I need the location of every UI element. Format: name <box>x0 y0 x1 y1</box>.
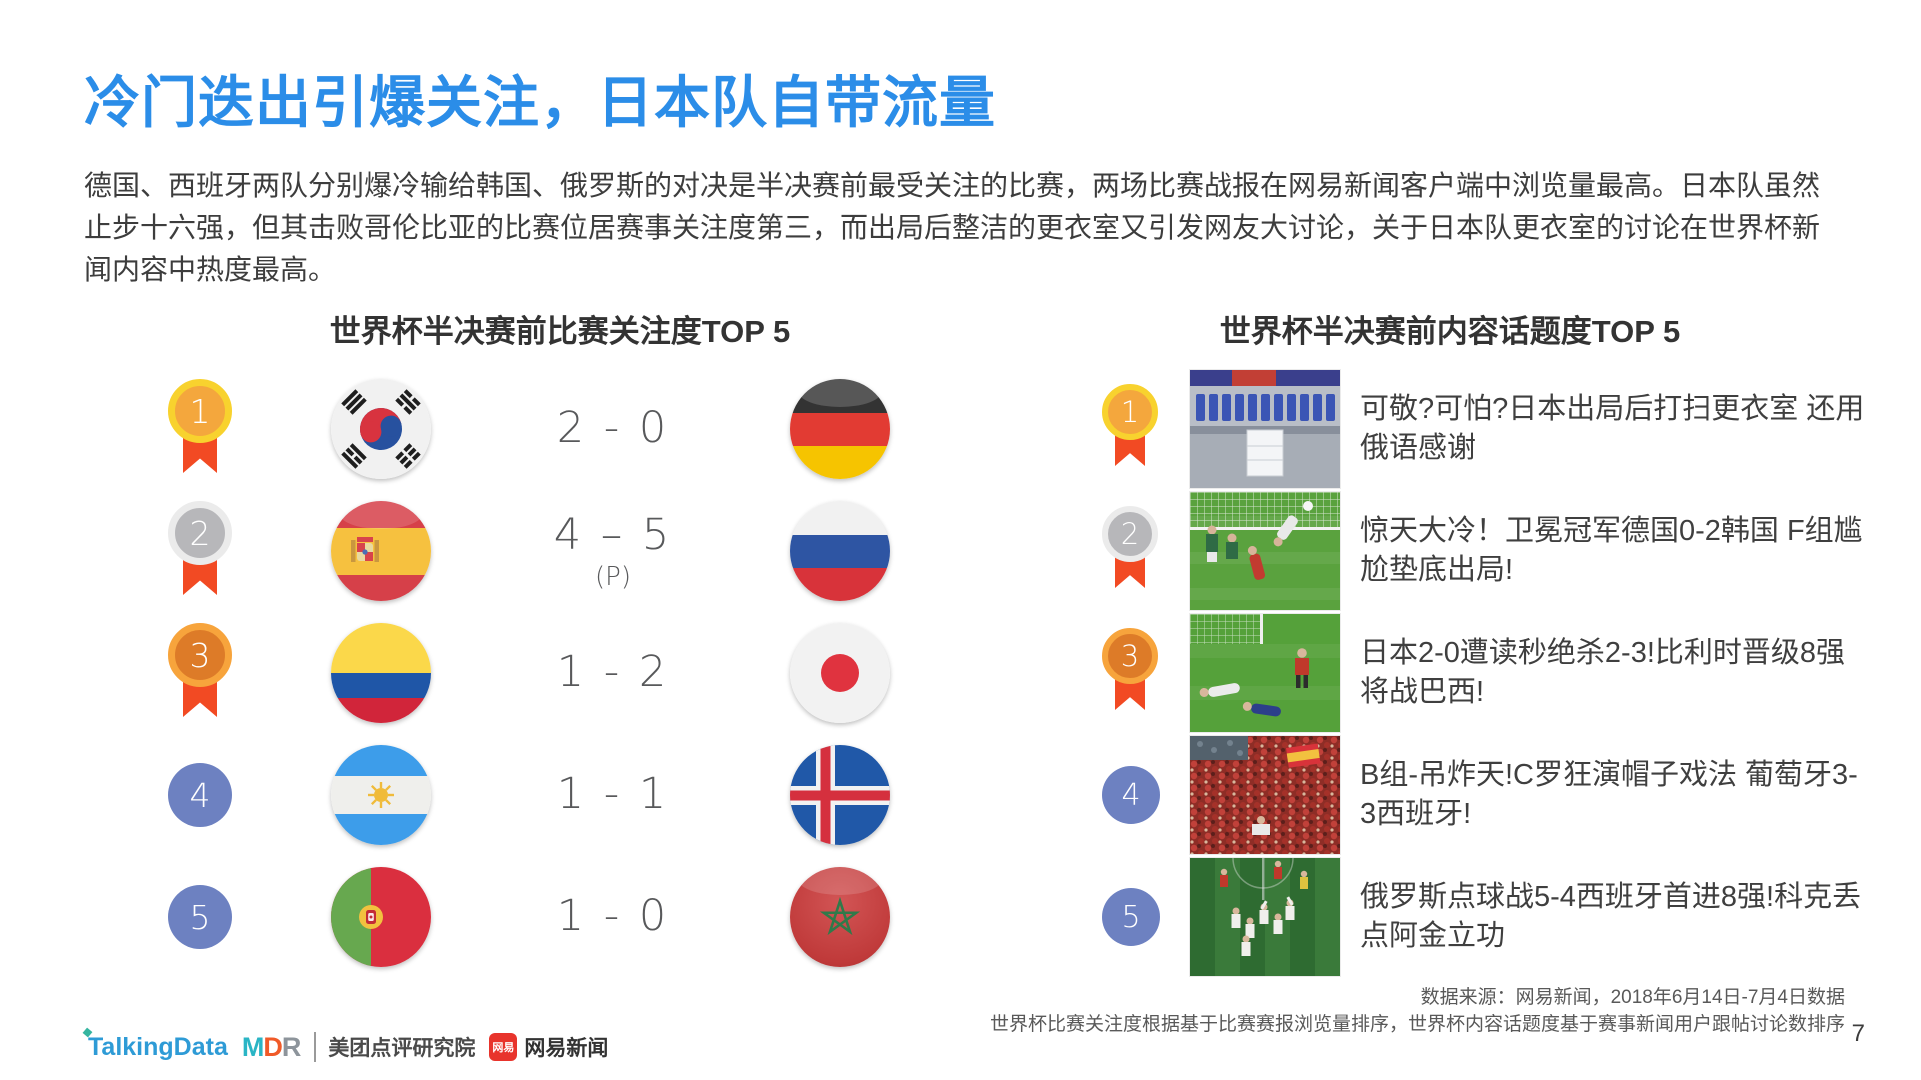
match-score: 1 - 2 <box>556 647 670 697</box>
bronze-medal-icon: 3 <box>1102 628 1158 718</box>
news-title: 日本2-0遭读秒绝杀2-3!比利时晋级8强将战巴西! <box>1360 637 1846 708</box>
bronze-medal-icon: 3 <box>168 623 232 723</box>
score-block: 1 - 2 <box>557 647 670 699</box>
data-source-note: 数据来源：网易新闻，2018年6月14日-7月4日数据 世界杯比赛关注度根据基于… <box>990 984 1845 1038</box>
score-block: 1 - 1 <box>557 769 670 821</box>
match-row-4: 4 <box>132 734 952 856</box>
mdr-logo: MDR <box>241 1031 301 1062</box>
page-title: 冷门迭出引爆关注，日本队自带流量 <box>84 71 996 134</box>
rank-number: 5 <box>1121 899 1141 935</box>
news-row-5: 5 俄罗斯点球战5 <box>1098 856 1898 978</box>
silver-medal-icon: 2 <box>1102 506 1158 596</box>
news-row-1: 1 可敬?可怕? <box>1098 368 1898 490</box>
medal-circle: 2 <box>168 501 232 565</box>
page-number: 7 <box>1851 1020 1865 1047</box>
talkingdata-logo: TalkingData <box>82 1027 228 1062</box>
rank-number: 2 <box>189 513 211 553</box>
score-note: (P) <box>595 562 631 592</box>
iceland-flag <box>790 745 890 845</box>
rank-number: 5 <box>189 897 211 937</box>
meituan-dianping-logo: 美团点评研究院 <box>314 1032 475 1062</box>
morocco-flag <box>790 867 890 967</box>
germany-flag <box>790 379 890 479</box>
news-title: B组-吊炸天!C罗狂演帽子戏法 葡萄牙3-3西班牙! <box>1360 759 1858 830</box>
russia-celebration-photo <box>1190 858 1340 976</box>
rank-4-badge: 4 <box>168 763 232 827</box>
news-row-4: 4 <box>1098 734 1898 856</box>
spain-flag <box>331 501 431 601</box>
match-row-3: 3 1 - 2 <box>132 612 952 734</box>
score-block: 2 - 0 <box>557 403 670 455</box>
russia-flag <box>790 501 890 601</box>
match-score: 1 - 1 <box>556 769 670 819</box>
match-row-1: 1 <box>132 368 952 490</box>
rank-number: 1 <box>1120 395 1140 429</box>
talkingdata-logo-text: TalkingData <box>88 1032 228 1061</box>
netease-logo-text: 网易新闻 <box>524 1037 609 1060</box>
spain-fans-photo <box>1190 736 1340 854</box>
netease-news-logo: 网易 网易新闻 <box>489 1032 608 1062</box>
medal-circle: 2 <box>1102 506 1158 562</box>
medal-circle: 1 <box>1102 384 1158 440</box>
japan-belgium-photo <box>1190 614 1340 732</box>
news-ranking-list: 1 可敬?可怕? <box>1098 368 1898 978</box>
news-row-3: 3 <box>1098 612 1898 734</box>
rank-number: 2 <box>1120 517 1140 551</box>
score-block: 4 – 5 (P) <box>554 510 673 592</box>
rank-5-badge: 5 <box>168 885 232 949</box>
netease-badge-icon: 网易 <box>489 1033 518 1061</box>
medal-circle: 1 <box>168 379 232 443</box>
news-title: 俄罗斯点球战5-4西班牙首进8强!科克丢点阿金立功 <box>1360 881 1862 952</box>
match-score: 4 – 5 <box>553 510 673 560</box>
topic-ranking-header: 世界杯半决赛前内容话题度TOP 5 <box>1219 314 1681 349</box>
rank-number: 3 <box>189 635 211 675</box>
data-source-line2: 世界杯比赛关注度根据基于比赛赛报浏览量排序，世界杯内容话题度基于赛事新闻用户跟帖… <box>989 1014 1845 1035</box>
intro-paragraph: 德国、西班牙两队分别爆冷输给韩国、俄罗斯的对决是半决赛前最受关注的比赛，两场比赛… <box>84 170 1821 285</box>
news-title: 可敬?可怕?日本出局后打扫更衣室 还用俄语感谢 <box>1360 393 1865 464</box>
news-title: 惊天大冷！卫冕冠军德国0-2韩国 F组尴尬垫底出局! <box>1360 515 1863 586</box>
germany-korea-goal-photo <box>1190 492 1340 610</box>
south-korea-flag <box>331 379 431 479</box>
match-score: 1 - 0 <box>556 891 670 941</box>
match-row-2: 2 <box>132 490 952 612</box>
argentina-flag <box>331 745 431 845</box>
data-source-line1: 数据来源：网易新闻，2018年6月14日-7月4日数据 <box>1420 987 1845 1008</box>
rank-number: 4 <box>189 775 211 815</box>
match-row-5: 5 1 - 0 <box>132 856 952 978</box>
match-ranking-list: 1 <box>132 368 952 978</box>
rank-5-badge: 5 <box>1102 888 1160 946</box>
logo-bar: TalkingData MDR 美团点评研究院 网易 网易新闻 <box>82 1027 608 1064</box>
score-block: 1 - 0 <box>557 891 670 943</box>
gold-medal-icon: 1 <box>168 379 232 479</box>
match-ranking-header: 世界杯半决赛前比赛关注度TOP 5 <box>329 314 791 349</box>
rank-4-badge: 4 <box>1102 766 1160 824</box>
rank-number: 1 <box>189 391 211 431</box>
news-row-2: 2 <box>1098 490 1898 612</box>
match-score: 2 - 0 <box>556 403 670 453</box>
locker-room-photo <box>1190 370 1340 488</box>
colombia-flag <box>331 623 431 723</box>
portugal-flag <box>331 867 431 967</box>
japan-flag <box>790 623 890 723</box>
medal-circle: 3 <box>168 623 232 687</box>
silver-medal-icon: 2 <box>168 501 232 601</box>
medal-circle: 3 <box>1102 628 1158 684</box>
rank-number: 4 <box>1121 777 1141 813</box>
gold-medal-icon: 1 <box>1102 384 1158 474</box>
rank-number: 3 <box>1120 639 1140 673</box>
